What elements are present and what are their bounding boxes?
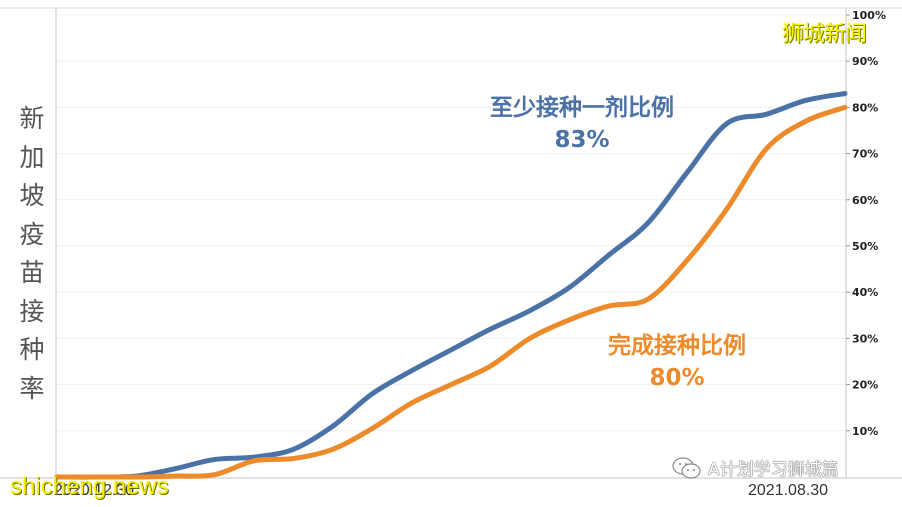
- y-title-char: 苗: [19, 258, 45, 287]
- fully-vaccinated-value: 80%: [649, 365, 705, 391]
- y-axis-title: 新加坡疫苗接种率: [14, 100, 50, 408]
- first-dose-annotation: 至少接种一剂比例 83%: [464, 92, 700, 156]
- first-dose-label: 至少接种一剂比例: [490, 95, 674, 121]
- y-tick-label: 80%: [852, 101, 878, 114]
- y-tick-label: 60%: [852, 194, 878, 207]
- y-tick-label: 30%: [852, 332, 878, 345]
- series-lines: [54, 91, 848, 480]
- y-title-char: 加: [19, 142, 45, 172]
- y-title-char: 疫: [19, 219, 45, 249]
- y-axis-ticks: 10% 20% 30% 40% 50% 60% 70% 80% 90% 100%: [846, 9, 886, 438]
- gridlines: [57, 14, 845, 432]
- watermark-bottom-left: shicheng.news: [10, 473, 169, 500]
- y-tick-label: 50%: [852, 240, 878, 253]
- y-title-char: 接: [19, 296, 45, 326]
- x-end-date: 2021.08.30: [748, 482, 829, 499]
- y-tick-label: 10%: [852, 425, 878, 438]
- y-tick-label: 100%: [852, 9, 886, 22]
- first-dose-line: [54, 91, 848, 480]
- y-title-char: 坡: [19, 181, 45, 210]
- y-title-char: 种: [19, 335, 45, 364]
- wechat-account-name: A计划学习狮城篇: [708, 460, 839, 480]
- fully-vaccinated-label: 完成接种比例: [608, 333, 746, 359]
- fully-vaccinated-annotation: 完成接种比例 80%: [582, 330, 772, 394]
- y-tick-label: 20%: [852, 379, 878, 392]
- wechat-icon: [672, 456, 701, 479]
- x-start-date: 2020.12.30: [54, 482, 135, 499]
- y-title-char: 新: [19, 104, 45, 133]
- wechat-watermark: A计划学习狮城篇: [672, 455, 839, 480]
- y-title-char: 率: [19, 373, 45, 403]
- y-tick-label: 90%: [852, 55, 878, 68]
- watermark-top-right: 狮城新闻: [782, 22, 867, 47]
- first-dose-value: 83%: [554, 127, 610, 153]
- fully-vaccinated-line: [54, 104, 848, 480]
- y-tick-label: 70%: [852, 148, 878, 161]
- y-tick-label: 40%: [852, 286, 878, 299]
